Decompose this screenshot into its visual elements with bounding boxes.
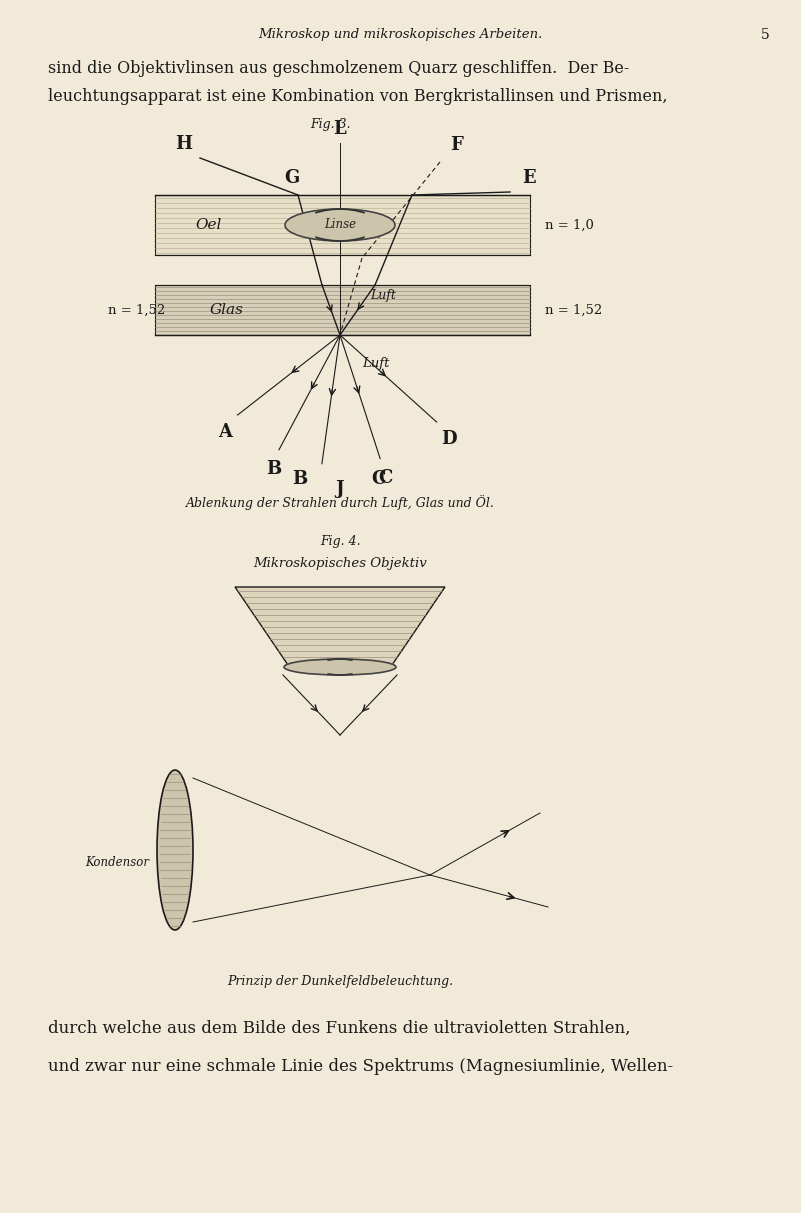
Text: C: C [378,468,392,486]
Text: Luft: Luft [362,357,389,370]
Text: durch welche aus dem Bilde des Funkens die ultravioletten Strahlen,: durch welche aus dem Bilde des Funkens d… [48,1020,630,1037]
Text: B: B [292,469,308,488]
Text: n = 1,0: n = 1,0 [545,218,594,232]
Text: n = 1,52: n = 1,52 [108,303,165,317]
Text: C: C [371,469,385,488]
Text: J: J [336,480,344,499]
Text: Glas: Glas [210,303,244,317]
Text: Fig. 3.: Fig. 3. [310,118,350,131]
Ellipse shape [284,659,396,674]
Text: und zwar nur eine schmale Linie des Spektrums (Magnesiumlinie, Wellen-: und zwar nur eine schmale Linie des Spek… [48,1058,673,1075]
Text: Linse: Linse [324,218,356,232]
Text: Mikroskopisches Objektiv: Mikroskopisches Objektiv [253,557,427,570]
Text: L: L [334,120,346,138]
Text: F: F [450,136,463,154]
Text: Prinzip der Dunkelfeldbeleuchtung.: Prinzip der Dunkelfeldbeleuchtung. [227,975,453,989]
Text: Kondensor: Kondensor [85,855,149,869]
Text: A: A [219,423,232,442]
Text: G: G [284,169,300,187]
Text: D: D [441,429,457,448]
Text: Luft: Luft [370,290,396,302]
Bar [155,285,530,335]
Text: 5: 5 [761,28,770,42]
Text: E: E [522,169,536,187]
Ellipse shape [157,770,193,930]
Ellipse shape [285,209,395,241]
Text: sind die Objektivlinsen aus geschmolzenem Quarz geschliffen.  Der Be-: sind die Objektivlinsen aus geschmolzene… [48,59,630,76]
Text: H: H [175,135,192,153]
Text: Mikroskop und mikroskopisches Arbeiten.: Mikroskop und mikroskopisches Arbeiten. [258,28,542,41]
Text: leuchtungsapparat ist eine Kombination von Bergkristallinsen und Prismen,: leuchtungsapparat ist eine Kombination v… [48,89,667,106]
Text: n = 1,52: n = 1,52 [545,303,602,317]
Text: Oel: Oel [195,218,221,232]
Text: B: B [267,460,282,478]
Text: Fig. 4.: Fig. 4. [320,535,360,548]
Polygon shape [235,587,445,665]
Bar [155,195,530,255]
Text: Ablenkung der Strahlen durch Luft, Glas und Öl.: Ablenkung der Strahlen durch Luft, Glas … [186,495,494,509]
